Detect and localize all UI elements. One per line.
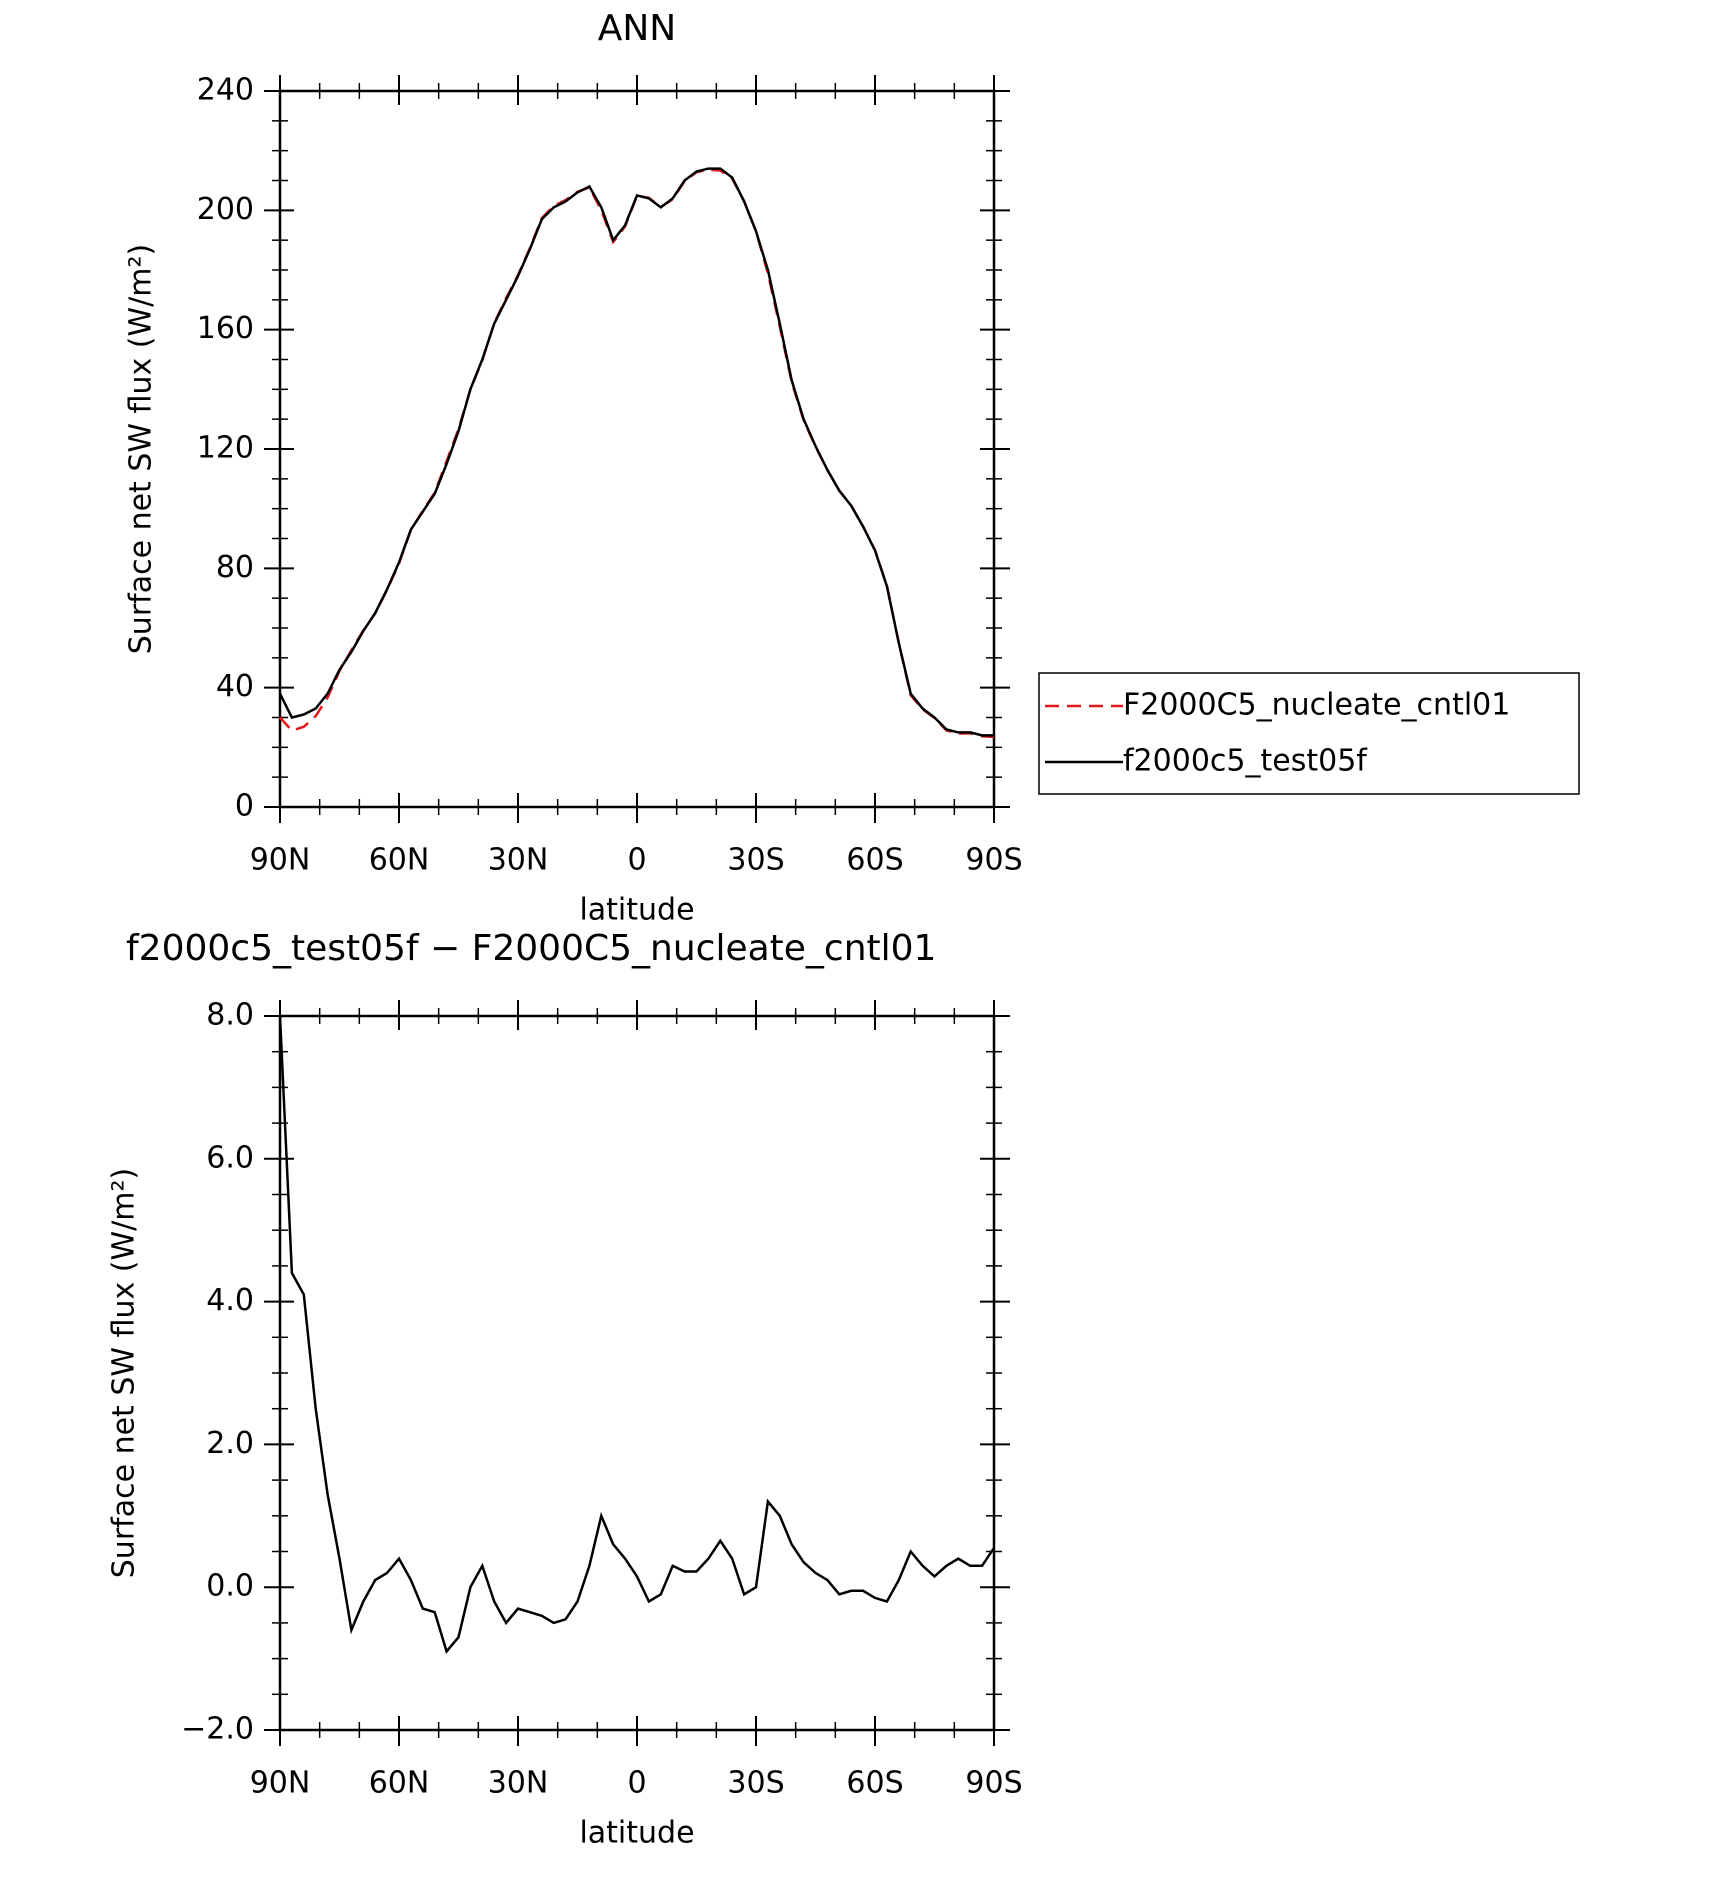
y-tick-label: 4.0 <box>206 1283 254 1318</box>
y-tick-label: 80 <box>216 550 254 585</box>
x-tick-label: 60N <box>369 843 430 878</box>
x-tick-label: 90N <box>250 1766 311 1801</box>
data-line <box>279 168 995 739</box>
y-tick-label: 2.0 <box>206 1426 254 1461</box>
y-tick-label: 240 <box>197 73 254 108</box>
y-tick-label: 8.0 <box>206 998 254 1033</box>
y-tick-label: −2.0 <box>181 1712 254 1747</box>
x-tick-label: 60N <box>369 1766 430 1801</box>
x-axis-label: latitude <box>579 893 694 928</box>
x-axis-label: latitude <box>579 1816 694 1851</box>
x-tick-label: 30S <box>727 1766 784 1801</box>
x-tick-label: 0 <box>627 1766 646 1801</box>
x-tick-label: 90S <box>965 1766 1022 1801</box>
x-tick-label: 60S <box>846 843 903 878</box>
x-tick-label: 90N <box>250 843 311 878</box>
x-tick-label: 60S <box>846 1766 903 1801</box>
y-tick-label: 160 <box>197 311 254 346</box>
plot-frame <box>278 89 996 809</box>
chart-title: ANN <box>598 8 677 49</box>
x-tick-label: 30N <box>488 843 549 878</box>
legend-box <box>1038 672 1580 795</box>
legend-label: F2000C5_nucleate_cntl01 <box>1123 688 1510 723</box>
y-tick-label: 0 <box>235 789 254 824</box>
y-axis-label: Surface net SW flux (W/m²) <box>107 1168 142 1578</box>
x-tick-label: 90S <box>965 843 1022 878</box>
y-tick-label: 6.0 <box>206 1140 254 1175</box>
x-tick-label: 30N <box>488 1766 549 1801</box>
data-line <box>278 167 994 737</box>
y-axis-label: Surface net SW flux (W/m²) <box>124 244 159 654</box>
x-tick-label: 30S <box>727 843 784 878</box>
y-tick-label: 0.0 <box>206 1569 254 1604</box>
plot-frame <box>278 1014 996 1732</box>
y-tick-label: 200 <box>197 192 254 227</box>
chart-title: f2000c5_test05f − F2000C5_nucleate_cntl0… <box>126 928 936 969</box>
y-tick-label: 40 <box>216 669 254 704</box>
data-line <box>278 1015 996 1655</box>
x-tick-label: 0 <box>627 843 646 878</box>
y-tick-label: 120 <box>197 431 254 466</box>
legend-label: f2000c5_test05f <box>1123 744 1368 779</box>
